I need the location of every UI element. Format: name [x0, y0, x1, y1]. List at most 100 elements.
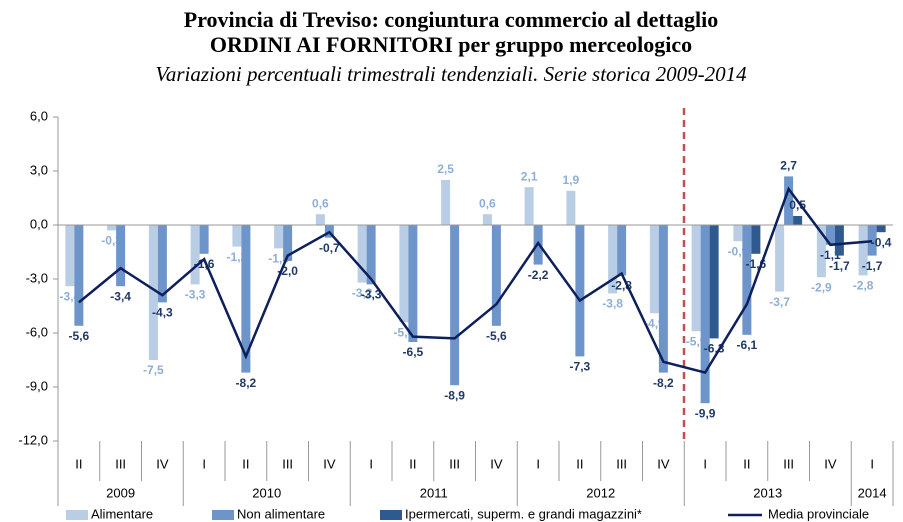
- bar: [190, 225, 200, 285]
- data-label: -6,3: [704, 342, 725, 356]
- x-tick-label: I: [202, 456, 206, 471]
- y-tick-label: -12,0: [18, 432, 48, 447]
- legend-label: Media provinciale: [768, 506, 869, 521]
- bar: [658, 225, 668, 373]
- bar: [649, 225, 659, 314]
- data-label: 2,7: [780, 159, 797, 173]
- x-tick-label: I: [536, 456, 540, 471]
- data-label: -0,7: [319, 241, 340, 255]
- data-label: -5,6: [486, 329, 507, 343]
- x-tick-label: I: [703, 456, 707, 471]
- bar: [399, 225, 409, 323]
- legend-label: Alimentare: [91, 506, 153, 521]
- y-tick-label: 6,0: [30, 108, 48, 123]
- data-label: -1,7: [862, 259, 883, 273]
- bar: [617, 225, 627, 276]
- x-tick-label: II: [242, 456, 249, 471]
- data-label: 1,9: [563, 173, 580, 187]
- bar: [608, 225, 618, 294]
- data-label: -3,7: [769, 295, 790, 309]
- data-label: -2,8: [853, 279, 874, 293]
- bar: [825, 225, 835, 245]
- data-label: -3,8: [602, 297, 623, 311]
- y-tick-label: -9,0: [26, 378, 48, 393]
- data-label: -3,2: [352, 286, 373, 300]
- data-label: 0,6: [312, 196, 329, 210]
- bar: [709, 225, 719, 339]
- data-label: -4,3: [152, 306, 173, 320]
- x-tick-label: I: [369, 456, 373, 471]
- bar: [793, 216, 803, 225]
- bar: [816, 225, 826, 278]
- bar: [751, 225, 761, 254]
- x-tick-label: III: [282, 456, 293, 471]
- data-label: -2,2: [528, 268, 549, 282]
- x-tick-label: III: [616, 456, 627, 471]
- x-tick-label: IV: [824, 456, 837, 471]
- bar: [148, 225, 158, 360]
- bar: [107, 225, 117, 231]
- year-label: 2009: [106, 485, 135, 500]
- x-tick-label: III: [115, 456, 126, 471]
- year-label: 2014: [858, 485, 887, 500]
- bar: [834, 225, 844, 256]
- bar: [858, 225, 868, 276]
- data-label: -8,2: [236, 376, 257, 390]
- bar: [315, 214, 325, 225]
- bar: [784, 176, 794, 225]
- chart-subtitle: Variazioni percentuali trimestrali tende…: [155, 62, 747, 86]
- bar: [876, 225, 886, 233]
- data-label: -6,5: [403, 345, 424, 359]
- bar: [575, 225, 585, 357]
- year-label: 2012: [586, 485, 615, 500]
- y-tick-label: 0,0: [30, 216, 48, 231]
- x-tick-label: II: [409, 456, 416, 471]
- bar: [482, 214, 492, 225]
- data-label: 2,1: [521, 169, 538, 183]
- bar: [283, 225, 293, 261]
- bar: [274, 225, 284, 249]
- x-tick-label: II: [576, 456, 583, 471]
- bar: [566, 190, 576, 225]
- data-label: -7,3: [570, 360, 591, 374]
- data-label: -3,4: [110, 289, 131, 303]
- x-tick-label: III: [783, 456, 794, 471]
- year-label: 2013: [753, 485, 782, 500]
- bar: [116, 225, 126, 287]
- y-tick-label: 3,0: [30, 162, 48, 177]
- data-label: -3,3: [185, 288, 206, 302]
- data-label: -9,9: [695, 406, 716, 420]
- bar: [65, 225, 75, 287]
- x-tick-label: IV: [657, 456, 670, 471]
- legend-swatch: [66, 510, 88, 520]
- bar: [691, 225, 701, 332]
- data-label: -5,6: [69, 329, 90, 343]
- bar: [742, 225, 752, 335]
- bar: [366, 225, 376, 285]
- data-label: 0,6: [479, 196, 496, 210]
- x-tick-label: IV: [490, 456, 503, 471]
- bar: [441, 180, 451, 225]
- bar: [232, 225, 242, 247]
- data-label: -1,7: [829, 259, 850, 273]
- chart-title: ORDINI AI FORNITORI per gruppo merceolog…: [210, 32, 692, 57]
- x-tick-label: IV: [156, 456, 169, 471]
- x-tick-label: I: [870, 456, 874, 471]
- x-tick-label: IV: [323, 456, 336, 471]
- data-label: -8,9: [444, 388, 465, 402]
- bar: [157, 225, 167, 303]
- data-label: 2,5: [437, 162, 454, 176]
- y-tick-label: -3,0: [26, 270, 48, 285]
- legend-label: Non alimentare: [237, 506, 325, 521]
- y-tick-label: -6,0: [26, 324, 48, 339]
- bar: [408, 225, 418, 342]
- bar: [450, 225, 460, 386]
- bar: [867, 225, 877, 256]
- x-tick-label: III: [449, 456, 460, 471]
- bar: [524, 187, 534, 225]
- bar: [491, 225, 501, 326]
- x-tick-label: II: [75, 456, 82, 471]
- data-label: -1,6: [194, 257, 215, 271]
- chart-title: Provincia di Treviso: congiuntura commer…: [184, 7, 718, 32]
